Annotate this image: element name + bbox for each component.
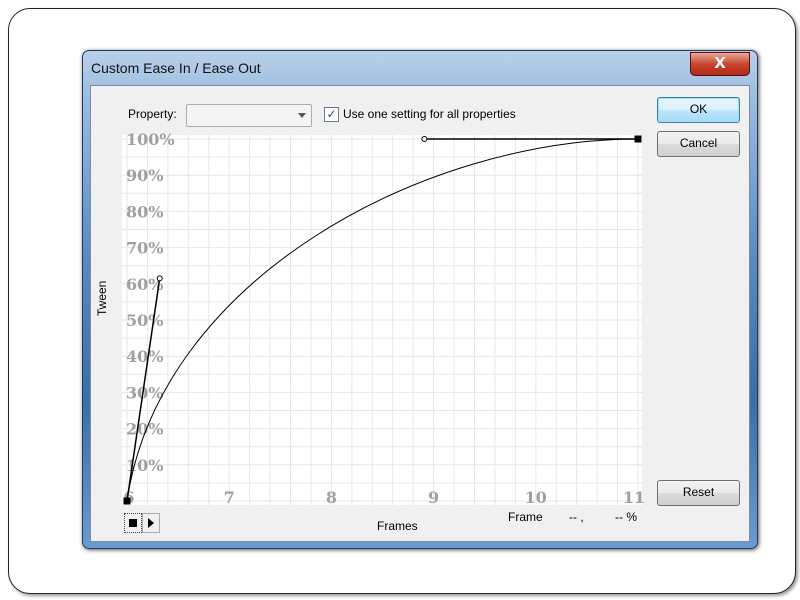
y-tick-label: 80% [126,202,163,221]
y-tick-label: 100% [126,130,175,149]
x-tick-label: 8 [326,488,337,507]
property-label: Property: [128,107,177,121]
use-one-setting-label: Use one setting for all properties [343,107,516,121]
ok-button[interactable]: OK [657,97,740,123]
property-dropdown[interactable] [186,104,312,127]
play-icon [148,518,154,528]
start-handle[interactable] [156,275,163,282]
start-point[interactable] [123,497,131,505]
stop-icon [129,519,137,527]
reset-button[interactable]: Reset [657,480,740,506]
cancel-button[interactable]: Cancel [657,131,740,157]
y-tick-label: 60% [126,275,163,294]
end-handle[interactable] [421,136,428,142]
x-tick-label: 11 [623,488,645,507]
x-tick-label: 9 [428,488,439,507]
frame-value: -- , [569,510,584,524]
end-point[interactable] [634,135,642,143]
x-tick-label: 7 [224,488,235,507]
y-tick-label: 90% [126,166,163,185]
y-tick-label: 30% [126,383,163,402]
x-axis-label: Frames [377,519,418,533]
dialog-title: Custom Ease In / Ease Out [91,60,261,76]
y-tick-label: 70% [126,239,163,258]
frame-label: Frame [508,510,543,524]
y-tick-label: 50% [126,311,163,330]
close-button[interactable]: X [690,52,750,76]
use-one-setting-checkbox[interactable]: ✓ [324,107,339,122]
play-button[interactable] [142,513,160,533]
stop-button[interactable] [124,513,142,533]
start-handle-line [126,278,161,502]
y-tick-label: 40% [126,347,163,366]
ease-curve [126,138,639,502]
x-tick-label: 10 [525,488,547,507]
percent-value: -- % [615,510,637,524]
chevron-down-icon [298,113,306,118]
y-tick-label: 20% [126,420,163,439]
